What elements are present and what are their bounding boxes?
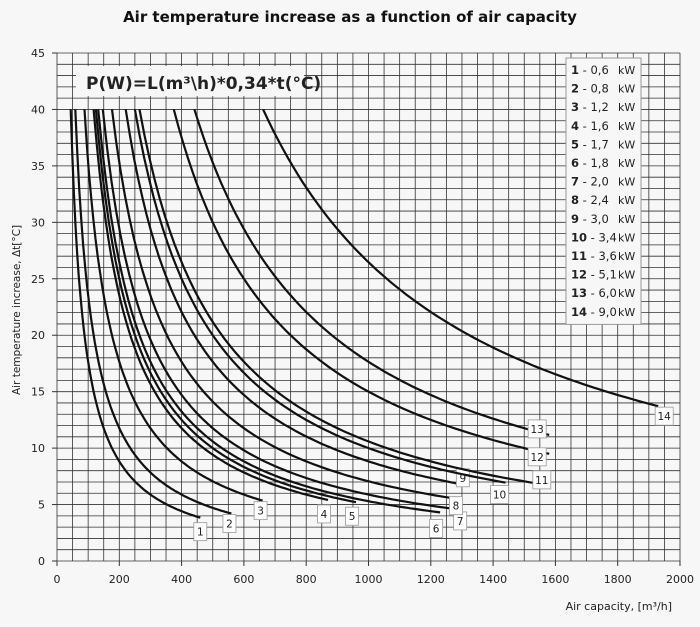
legend-entry-9: 9 - 3,0	[571, 212, 609, 226]
legend-unit: kW	[618, 157, 635, 170]
legend-entry-2: 2 - 0,8	[571, 82, 609, 96]
curve-label-4: 4	[321, 509, 328, 521]
curve-4	[92, 109, 329, 501]
curve-1	[69, 109, 201, 519]
legend-entry-11: 11 - 3,6	[571, 249, 617, 263]
curve-10	[133, 109, 506, 484]
y-tick-label: 15	[31, 386, 45, 399]
legend-unit: kW	[618, 269, 635, 282]
curve-13	[193, 109, 550, 436]
legend	[565, 57, 642, 325]
curve-label-box-10	[490, 485, 509, 505]
curve-label-box-11	[532, 470, 552, 490]
y-tick-label: 40	[31, 103, 45, 116]
y-tick-label: 5	[38, 499, 45, 512]
curve-label-11: 11	[535, 475, 548, 487]
curve-label-2: 2	[226, 519, 233, 531]
formula-box	[76, 66, 304, 96]
legend-unit: kW	[618, 176, 635, 189]
legend-unit: kW	[618, 213, 635, 226]
curve-label-10: 10	[493, 490, 506, 502]
curve-label-9: 9	[459, 473, 466, 485]
curve-label-box-8	[449, 496, 463, 516]
y-tick-label: 30	[31, 216, 45, 229]
curve-label-6: 6	[433, 523, 440, 535]
legend-unit: kW	[618, 83, 635, 96]
curve-label-box-12	[527, 447, 547, 467]
curve-label-13: 13	[530, 424, 543, 436]
y-tick-label: 35	[31, 160, 45, 173]
curve-label-box-5	[345, 506, 359, 526]
y-axis-label: Air temperature increase, Δt[°C]	[11, 225, 23, 395]
curve-label-1: 1	[197, 527, 204, 539]
x-tick-label: 2000	[666, 573, 694, 586]
legend-unit: kW	[618, 231, 635, 244]
curve-12	[172, 109, 550, 455]
curve-label-box-4	[317, 504, 331, 524]
legend-entry-7: 7 - 2,0	[571, 175, 609, 189]
curve-3	[83, 109, 263, 502]
y-tick-label: 25	[31, 273, 45, 286]
curve-label-14: 14	[658, 411, 672, 423]
legend-unit: kW	[618, 64, 635, 77]
curve-label-box-13	[527, 419, 547, 439]
x-tick-label: 1800	[604, 573, 632, 586]
legend-unit: kW	[618, 138, 635, 151]
curve-label-8: 8	[453, 501, 460, 513]
curve-label-box-3	[253, 501, 268, 521]
legend-unit: kW	[618, 101, 635, 114]
legend-entry-10: 10 - 3,4	[571, 230, 617, 244]
curve-label-12: 12	[530, 452, 543, 464]
x-tick-label: 0	[54, 573, 61, 586]
curve-6	[97, 109, 441, 514]
curve-label-box-14	[654, 406, 674, 426]
curve-label-box-2	[222, 514, 237, 533]
x-tick-label: 1000	[355, 573, 383, 586]
legend-unit: kW	[618, 194, 635, 207]
curve-label-5: 5	[349, 511, 356, 523]
legend-entry-6: 6 - 1,8	[571, 156, 609, 170]
legend-unit: kW	[618, 120, 635, 133]
y-tick-label: 10	[31, 442, 45, 455]
curve-14	[262, 108, 659, 408]
x-tick-label: 600	[233, 573, 254, 586]
x-tick-label: 1600	[541, 573, 569, 586]
legend-entry-8: 8 - 2,4	[571, 193, 609, 207]
curve-5	[94, 109, 357, 504]
chart-title: Air temperature increase as a function o…	[123, 8, 577, 26]
legend-entry-12: 12 - 5,1	[571, 268, 617, 282]
curve-label-box-6	[429, 519, 444, 538]
legend-unit: kW	[618, 250, 635, 263]
curve-label-3: 3	[257, 506, 264, 518]
legend-entry-3: 3 - 1,2	[571, 100, 609, 114]
curve-8	[110, 109, 463, 501]
legend-entry-4: 4 - 1,6	[571, 119, 609, 133]
x-tick-label: 800	[296, 573, 317, 586]
legend-entry-13: 13 - 6,0	[571, 286, 617, 300]
curve-7	[101, 109, 455, 510]
legend-entry-1: 1 - 0,6	[571, 63, 609, 77]
curve-11	[138, 109, 540, 485]
y-tick-label: 20	[31, 329, 45, 342]
curve-label-7: 7	[457, 516, 464, 528]
y-tick-label: 45	[31, 47, 45, 60]
y-tick-label: 0	[38, 555, 45, 568]
x-tick-label: 400	[171, 573, 192, 586]
x-axis-label: Air capacity, [m³/h]	[566, 600, 672, 613]
curve-2	[74, 109, 232, 515]
legend-entry-14: 14 - 9,0	[571, 305, 617, 319]
legend-unit: kW	[618, 287, 635, 300]
legend-unit: kW	[618, 306, 635, 319]
curve-label-box-1	[193, 522, 208, 542]
x-tick-label: 1400	[479, 573, 507, 586]
x-tick-label: 200	[109, 573, 130, 586]
curve-9	[124, 109, 460, 485]
legend-entry-5: 5 - 1,7	[571, 137, 609, 151]
formula: P(W)=L(m³\h)*0,34*t(°C)	[86, 74, 321, 94]
x-tick-label: 1200	[417, 573, 445, 586]
